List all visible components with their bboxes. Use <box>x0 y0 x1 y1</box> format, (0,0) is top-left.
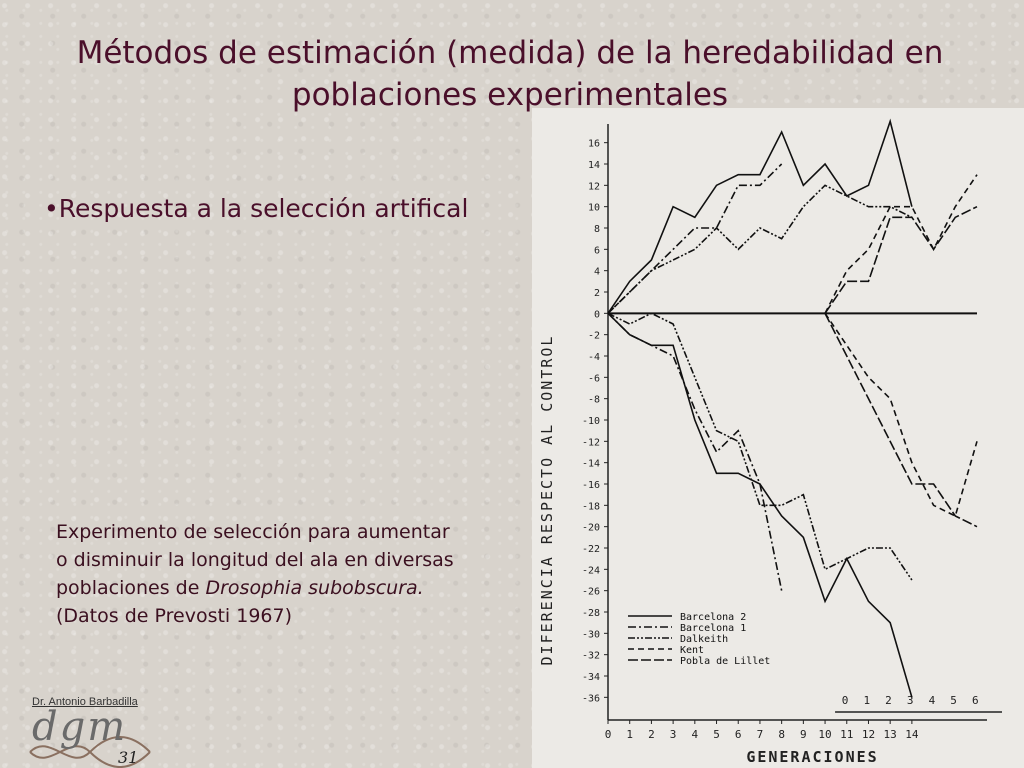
legend-label: Barcelona 2 <box>680 612 746 623</box>
y-tick-label: -24 <box>582 565 600 576</box>
x-tick-label-secondary: 2 <box>885 694 892 707</box>
selection-response-chart: 16 14 12 10 8 6 4 2 0 -2 -4 -6 -8 -10 -12 -14 -16 -18 -20-… <box>532 108 1024 768</box>
chart-background <box>532 108 1024 768</box>
y-tick-label: 10 <box>588 203 600 214</box>
x-tick-label: 12 <box>862 728 875 741</box>
legend-label: Kent <box>680 645 704 656</box>
caption-line-4: (Datos de Prevosti 1967) <box>56 605 292 627</box>
x-tick-label: 7 <box>757 728 764 741</box>
x-tick-label: 3 <box>670 728 677 741</box>
y-tick-label: -8 <box>588 395 600 406</box>
y-tick-label: 6 <box>594 245 600 256</box>
chart-svg: 1614121086420-2-4-6-8-10-12-14-16-18-20-… <box>532 108 1024 768</box>
x-tick-label: 5 <box>713 728 720 741</box>
series-line-7 <box>824 312 978 518</box>
y-tick-label: -4 <box>588 352 600 363</box>
x-tick-label: 4 <box>692 728 699 741</box>
y-tick-label: -6 <box>588 373 600 384</box>
series-line-3 <box>607 312 783 591</box>
y-tick-label: 2 <box>594 288 600 299</box>
x-tick-label: 8 <box>778 728 785 741</box>
y-tick-label: -2 <box>588 331 600 342</box>
x-tick-label: 0 <box>605 728 612 741</box>
x-tick-label: 10 <box>818 728 831 741</box>
page-number: 31 <box>118 748 139 767</box>
y-tick-label: -26 <box>582 587 600 598</box>
x-tick-label-secondary: 3 <box>907 694 914 707</box>
species-name: Drosophia subobscura. <box>205 577 424 599</box>
series-line-8 <box>824 205 978 314</box>
author-link[interactable]: Dr. Antonio Barbadilla <box>32 696 138 708</box>
y-tick-label: -34 <box>582 672 600 683</box>
caption-line-1: Experimento de selección para aumentar <box>56 521 450 543</box>
y-tick-label: -22 <box>582 544 600 555</box>
legend-label: Barcelona 1 <box>680 623 746 634</box>
x-tick-label: 2 <box>648 728 655 741</box>
y-tick-label: 14 <box>588 160 600 171</box>
caption-line-3-prefix: poblaciones de <box>56 577 206 599</box>
y-tick-label: -18 <box>582 501 600 512</box>
y-tick-label: -16 <box>582 480 600 491</box>
y-tick-label: -10 <box>582 416 600 427</box>
dgm-logo: dgm 31 <box>20 704 170 768</box>
x-tick-label-secondary: 0 <box>842 694 849 707</box>
slide-title: Métodos de estimación (medida) de la her… <box>76 35 944 113</box>
y-tick-label: -14 <box>582 459 600 470</box>
x-tick-label-secondary: 6 <box>972 694 979 707</box>
x-tick-label: 11 <box>840 728 853 741</box>
x-tick-label-secondary: 1 <box>863 694 870 707</box>
x-tick-label: 1 <box>626 728 633 741</box>
dna-helix-icon <box>29 736 151 768</box>
y-tick-label: 16 <box>588 139 600 150</box>
y-tick-label: 0 <box>594 309 600 320</box>
logo-letters: dgm <box>32 704 128 750</box>
y-tick-label: -12 <box>582 437 600 448</box>
series-line-6 <box>824 174 978 314</box>
y-tick-label: -36 <box>582 693 600 704</box>
y-tick-label: -28 <box>582 608 600 619</box>
y-tick-label: 8 <box>594 224 600 235</box>
y-tick-label: 12 <box>588 181 600 192</box>
bullet-point: •Respuesta a la selección artifical <box>44 194 469 223</box>
y-tick-label: -30 <box>582 629 600 640</box>
x-tick-label: 13 <box>884 728 897 741</box>
series-line-9 <box>824 312 978 528</box>
x-tick-label: 9 <box>800 728 807 741</box>
x-tick-label: 14 <box>905 728 919 741</box>
legend-label: Pobla de Lillet <box>680 656 770 667</box>
series-line-0 <box>607 118 913 314</box>
y-tick-label: -32 <box>582 651 600 662</box>
x-axis-label: GENERACIONES <box>746 748 878 766</box>
figure-caption: Experimento de selección para aumentar o… <box>56 518 506 630</box>
y-tick-label: 4 <box>594 267 600 278</box>
caption-line-3: poblaciones de Drosophia subobscura. <box>56 574 506 602</box>
y-axis-label: DIFERENCIA RESPECTO AL CONTROL <box>538 335 556 666</box>
x-tick-label-secondary: 5 <box>950 694 957 707</box>
caption-line-2: o disminuir la longitud del ala en diver… <box>56 549 454 571</box>
legend-label: Dalkeith <box>680 634 728 645</box>
series-line-4 <box>607 184 913 314</box>
y-tick-label: -20 <box>582 523 600 534</box>
x-tick-label: 6 <box>735 728 742 741</box>
series-line-5 <box>607 312 913 581</box>
x-tick-label-secondary: 4 <box>929 694 936 707</box>
